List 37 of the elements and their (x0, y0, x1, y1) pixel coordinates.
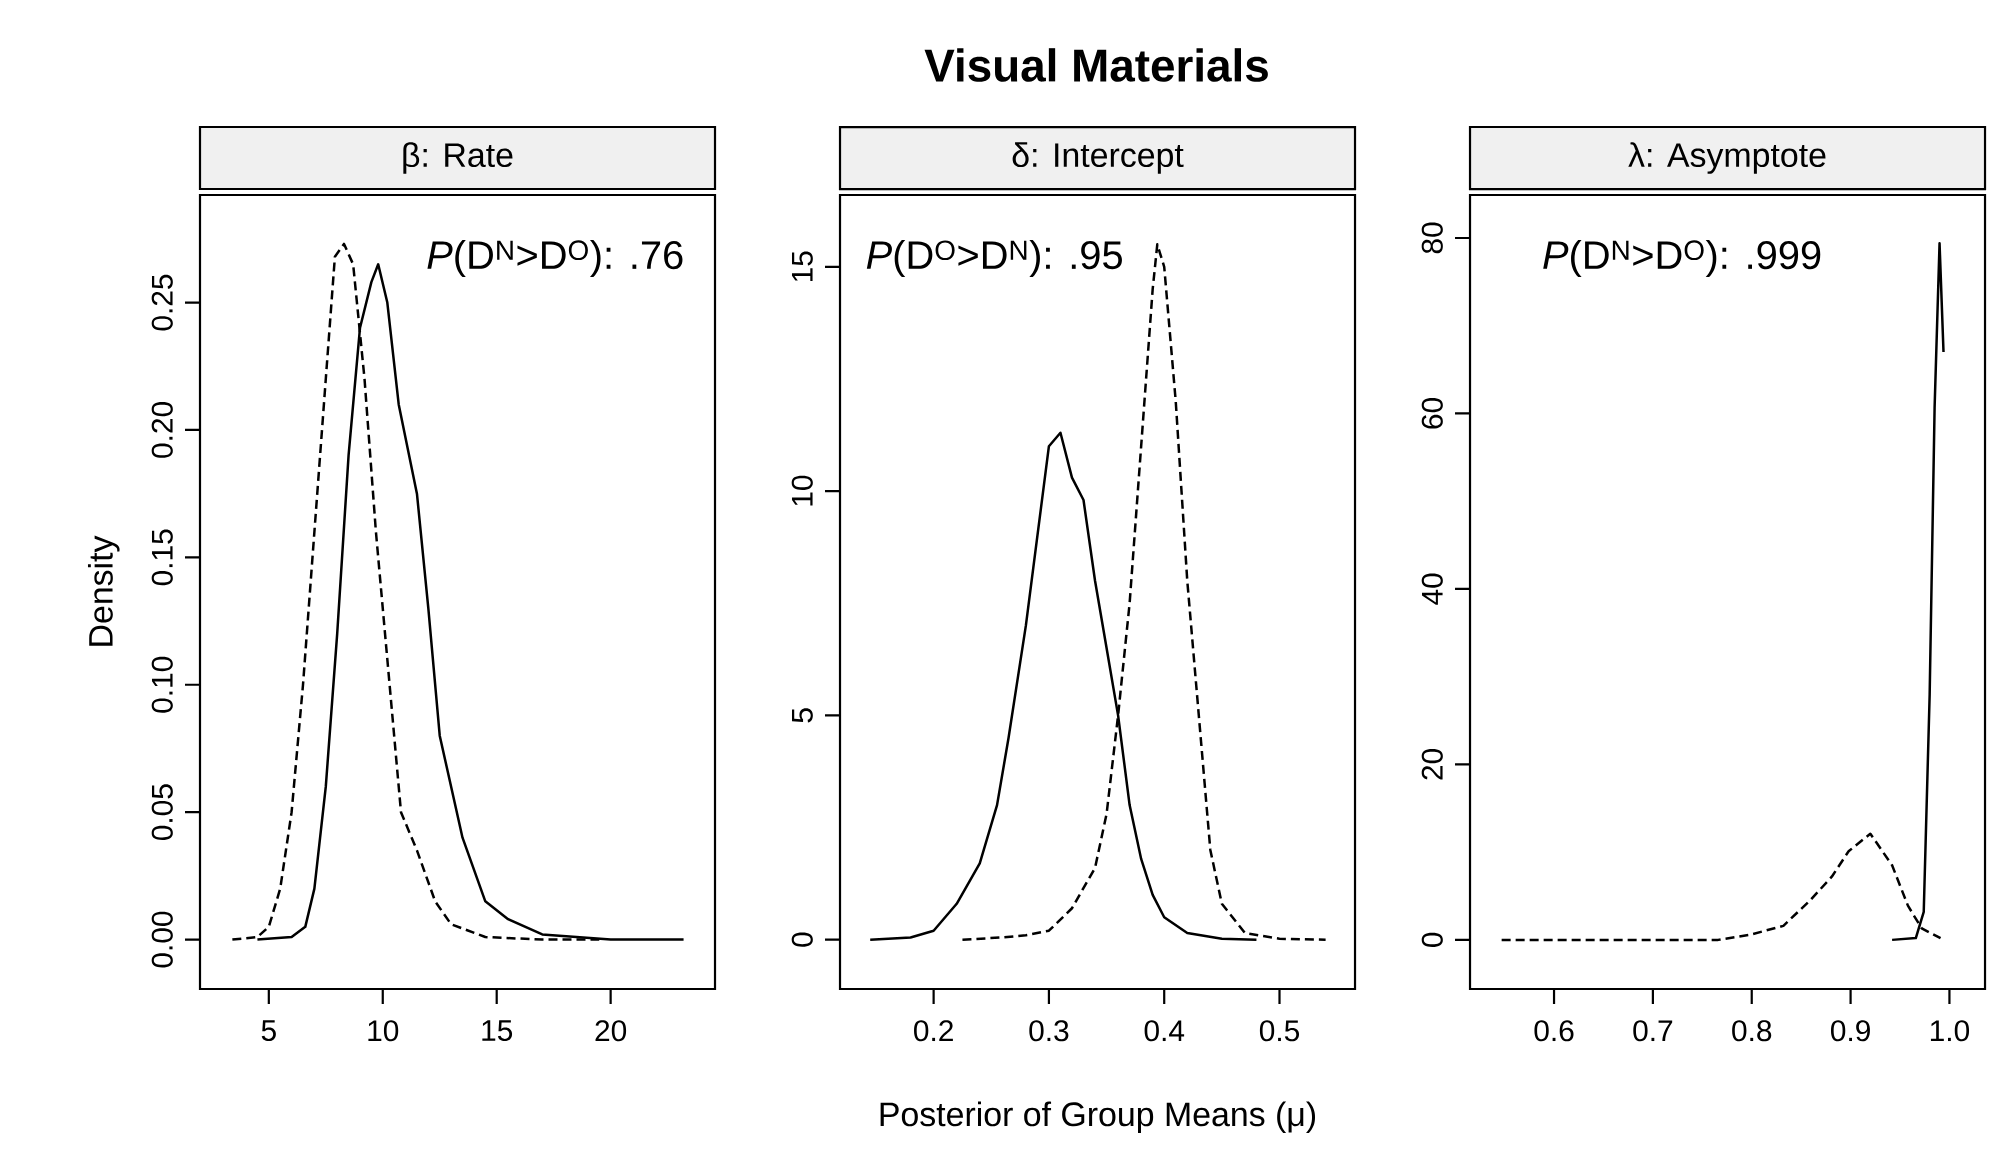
y-tick-label: 0.20 (151, 402, 173, 458)
text: Visual Materials (924, 48, 1268, 82)
x-axis-title: Posterior of Group Means (μ) (880, 1101, 1316, 1134)
y-tick-label: 0.15 (151, 529, 173, 586)
annotation: P(D$^{N}$>D$^{O}$): .999 (1543, 239, 1821, 278)
y-tick-label: 60 (1421, 398, 1443, 429)
x-tick-label: 0.5 (1259, 1020, 1300, 1042)
y-tick-label: 10 (791, 475, 813, 506)
x-tick-label: 20 (595, 1020, 627, 1042)
x-tick-label: 0.4 (1144, 1020, 1185, 1042)
annotation: P(D$^{N}$>D$^{O}$): .76 (427, 239, 683, 278)
y-tick-label: 80 (1421, 222, 1443, 254)
x-tick-label: 0.7 (1633, 1020, 1673, 1042)
y-axis-title: Density (87, 535, 120, 646)
y-tick-label: 15 (791, 251, 813, 282)
x-tick-label: 0.2 (914, 1020, 953, 1042)
y-tick-label: 0.05 (151, 784, 173, 841)
x-tick-label: 1.0 (1930, 1020, 1970, 1042)
y-tick-label: 20 (1421, 748, 1443, 780)
chart-title: λ: Asymptote (1628, 142, 1826, 174)
chart-title: β: Rate (403, 142, 513, 174)
y-tick-label: 0 (791, 932, 813, 947)
x-tick-label: 15 (482, 1020, 513, 1042)
y-tick-label: 0.10 (151, 656, 173, 713)
x-tick-label: 0.3 (1029, 1020, 1069, 1042)
y-tick-label: 40 (1421, 573, 1443, 605)
y-tick-label: 0 (1421, 932, 1443, 948)
x-tick-label: 0.9 (1830, 1020, 1870, 1042)
x-tick-label: 0.6 (1534, 1020, 1574, 1042)
y-tick-label: 0.25 (151, 274, 173, 331)
y-tick-label: 5 (791, 708, 813, 723)
x-tick-label: 0.8 (1732, 1020, 1772, 1042)
x-tick-label: 10 (368, 1020, 399, 1042)
annotation: P(D$^{O}$>D$^{N}$): .95 (866, 239, 1122, 278)
chart-title: δ: Intercept (1012, 142, 1184, 174)
y-tick-label: 0.00 (151, 911, 173, 968)
x-tick-label: 5 (261, 1020, 276, 1042)
